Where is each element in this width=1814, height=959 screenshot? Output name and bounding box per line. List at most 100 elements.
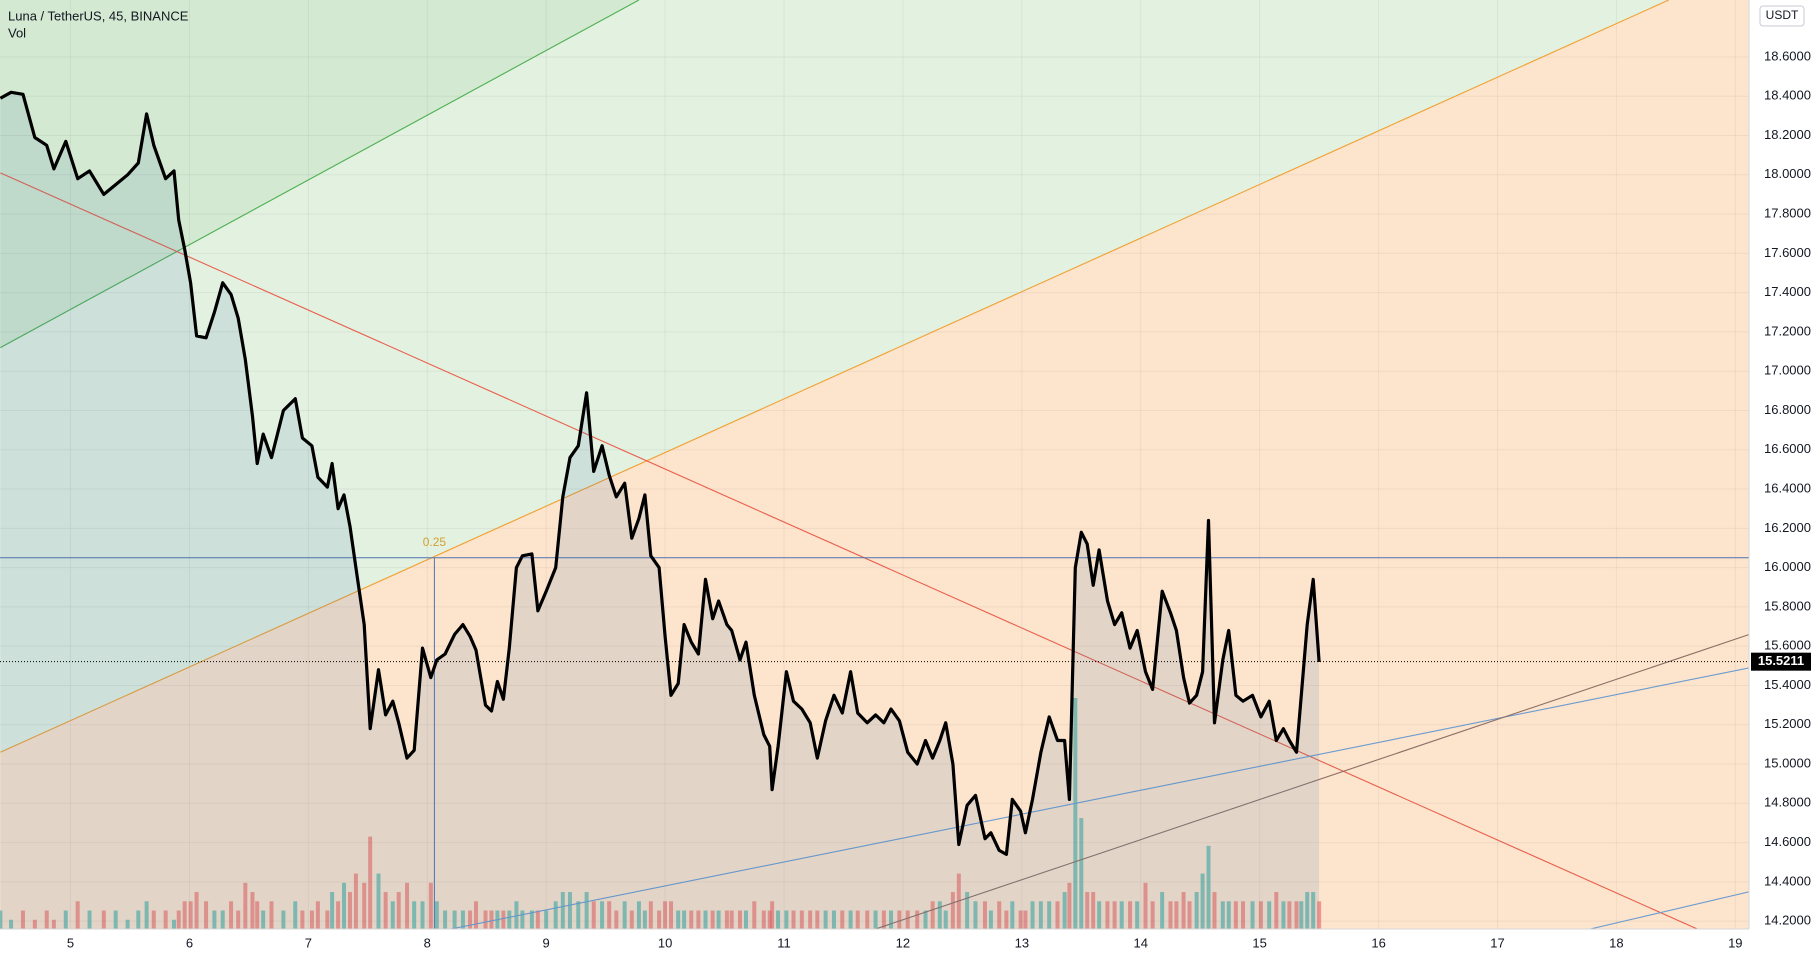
y-tick-label: 17.6000 [1764, 245, 1811, 260]
volume-bar [1105, 901, 1110, 929]
volume-bar [204, 901, 209, 929]
volume-bar [657, 910, 662, 929]
x-tick-label: 6 [186, 935, 193, 950]
volume-bar [151, 910, 156, 929]
volume-bar [1305, 892, 1310, 929]
volume-bar [831, 910, 836, 929]
volume-bar [443, 910, 448, 929]
volume-bar [315, 901, 320, 929]
volume-bar [642, 910, 647, 929]
price-area [0, 92, 1320, 929]
currency-badge[interactable] [1759, 5, 1805, 27]
volume-bar [676, 910, 681, 929]
last-price-label: 15.5211 [1758, 653, 1804, 668]
volume-bar [101, 910, 106, 929]
volume-bar [544, 910, 549, 929]
y-tick-label: 17.2000 [1764, 323, 1811, 338]
volume-bar [873, 910, 878, 929]
volume-bar [1194, 892, 1199, 929]
volume-bar [281, 910, 286, 929]
volume-bar [330, 892, 335, 929]
volume-bar [1119, 901, 1124, 929]
volume-bar [1030, 901, 1035, 929]
volume-bar [808, 910, 813, 929]
volume-bar [865, 910, 870, 929]
time-axis [0, 929, 1749, 959]
volume-bar [1233, 901, 1238, 929]
volume-bar [87, 910, 92, 929]
volume-bar [855, 910, 860, 929]
volume-bar [950, 892, 955, 929]
volume-bar [1299, 901, 1304, 929]
volume-bar [923, 910, 928, 929]
volume-bar [243, 882, 248, 929]
volume-bar [293, 901, 298, 929]
y-tick-label: 16.0000 [1764, 559, 1811, 574]
volume-bar [136, 910, 141, 929]
volume-bar [823, 910, 828, 929]
y-tick-label: 15.2000 [1764, 716, 1811, 731]
volume-bar [1226, 901, 1231, 929]
y-tick-label: 16.8000 [1764, 402, 1811, 417]
volume-bar [507, 910, 512, 929]
volume-bar [460, 910, 465, 929]
x-tick-label: 7 [305, 935, 312, 950]
volume-bar [144, 901, 149, 929]
volume-bar [336, 901, 341, 929]
volume-bar [689, 910, 694, 929]
trendline [450, 667, 1749, 929]
volume-bar [738, 910, 743, 929]
volume-bar [729, 910, 734, 929]
volume-bar [1010, 901, 1015, 929]
volume-bar [1311, 892, 1316, 929]
volume-bar [1258, 901, 1263, 929]
volume-bar [75, 901, 80, 929]
price-axis [1749, 0, 1814, 959]
volume-bar [682, 910, 687, 929]
volume-bar [368, 836, 373, 929]
volume-bar [125, 919, 130, 929]
volume-bar [483, 910, 488, 929]
volume-bar [784, 910, 789, 929]
volume-bar [468, 910, 473, 929]
volume-bar [965, 892, 970, 929]
volume-bar [636, 901, 641, 929]
y-tick-label: 18.2000 [1764, 127, 1811, 142]
x-tick-label: 18 [1609, 935, 1623, 950]
legend-volume: Vol [8, 25, 26, 40]
y-tick-label: 14.4000 [1764, 873, 1811, 888]
x-tick-label: 13 [1015, 935, 1029, 950]
volume-bar [220, 910, 225, 929]
volume-bar [236, 910, 241, 929]
volume-bar [1160, 892, 1165, 929]
volume-bar [452, 910, 457, 929]
trendline [0, 0, 1669, 753]
volume-bar [937, 901, 942, 929]
volume-bar [434, 901, 439, 929]
volume-bar [44, 910, 49, 929]
volume-bar [663, 901, 668, 929]
volume-bar [1135, 901, 1140, 929]
volume-bar [815, 910, 820, 929]
y-tick-label: 16.2000 [1764, 520, 1811, 535]
volume-bar [1062, 892, 1067, 929]
volume-bar [529, 910, 534, 929]
volume-bar [188, 901, 193, 929]
volume-bar [915, 910, 920, 929]
x-tick-label: 9 [543, 935, 550, 950]
x-tick-label: 8 [424, 935, 431, 950]
y-tick-label: 17.0000 [1764, 363, 1811, 378]
price-line [0, 90, 1321, 856]
volume-bar [648, 901, 653, 929]
trendline [1590, 891, 1749, 929]
volume-bar [1287, 901, 1292, 929]
volume-bar [412, 901, 417, 929]
volume-bar [474, 901, 479, 929]
x-tick-label: 16 [1371, 935, 1385, 950]
currency-label[interactable]: USDT [1766, 8, 1799, 22]
volume-bar [342, 882, 347, 929]
volume-bar [535, 910, 540, 929]
y-tick-label: 18.0000 [1764, 166, 1811, 181]
trendline [0, 172, 1698, 929]
y-tick-label: 14.8000 [1764, 795, 1811, 810]
